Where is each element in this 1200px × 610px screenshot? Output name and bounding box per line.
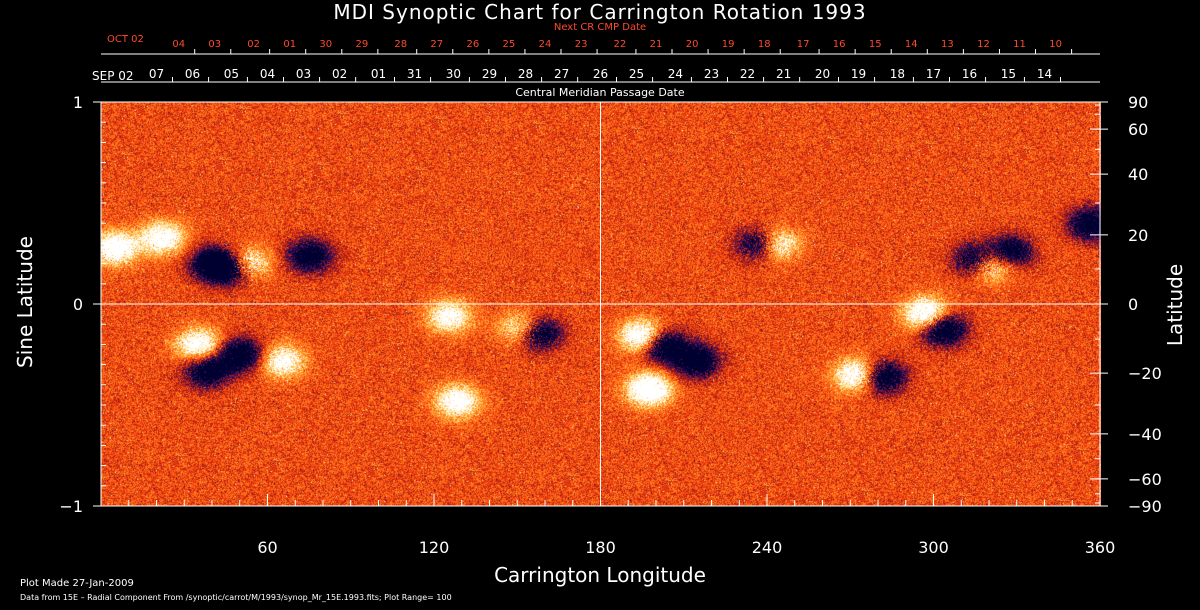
x-tick-label: 300 [918, 538, 949, 557]
next-cr-date-label: 27 [430, 39, 443, 50]
cmp-date-label: 16 [962, 67, 977, 81]
next-cr-date-label: 30 [319, 39, 332, 50]
cmp-date-label: 27 [554, 67, 569, 81]
cmp-date-label: 22 [740, 67, 755, 81]
cmp-month-label: SEP 02 [92, 69, 134, 83]
next-cr-date-label: 14 [905, 39, 918, 50]
x-axis-label: Carrington Longitude [494, 563, 706, 587]
right-tick-label: 40 [1128, 165, 1148, 184]
cmp-date-label: 18 [890, 67, 905, 81]
left-tick-label: 0 [73, 295, 83, 314]
next-cr-month-label: OCT 02 [107, 34, 144, 45]
next-cr-date-label: 03 [208, 39, 221, 50]
next-cr-date-label: 21 [650, 39, 663, 50]
next-cr-date-label: 24 [539, 39, 552, 50]
right-tick-label: −60 [1128, 470, 1162, 489]
next-cr-date-label: 16 [833, 39, 846, 50]
next-cr-date-label: 10 [1049, 39, 1062, 50]
cmp-date-label: 05 [224, 67, 239, 81]
cmp-date-label: 30 [446, 67, 461, 81]
x-tick-label: 180 [585, 538, 616, 557]
next-cr-date-label: 18 [758, 39, 771, 50]
cmp-date-label: 25 [629, 67, 644, 81]
data-source-note: Data from 15E – Radial Component From /s… [20, 593, 452, 602]
right-tick-label: 20 [1128, 226, 1148, 245]
next-cr-date-label: 01 [283, 39, 296, 50]
next-cr-date-label: 22 [614, 39, 627, 50]
cmp-date-label: 26 [593, 67, 608, 81]
next-cr-date-label: 12 [977, 39, 990, 50]
next-cr-date-label: 25 [503, 39, 516, 50]
cmp-date-label: 14 [1037, 67, 1052, 81]
cmp-date-label: 17 [926, 67, 941, 81]
y-axis-label-right: Latitude [1163, 263, 1187, 347]
next-cr-date-label: 02 [247, 39, 260, 50]
cmp-date-label: 31 [407, 67, 422, 81]
chart-title: MDI Synoptic Chart for Carrington Rotati… [333, 0, 867, 24]
y-axis-label-left: Sine Latitude [13, 236, 37, 368]
next-cr-date-label: 17 [797, 39, 810, 50]
right-tick-label: 90 [1128, 93, 1148, 112]
cmp-date-label: 29 [482, 67, 497, 81]
next-cr-date-label: 19 [722, 39, 735, 50]
next-cr-date-label: 29 [355, 39, 368, 50]
cmp-date-label: 20 [815, 67, 830, 81]
left-tick-label: −1 [59, 497, 83, 516]
cmp-date-label: 21 [776, 67, 791, 81]
cmp-date-label: Central Meridian Passage Date [515, 86, 685, 99]
x-tick-label: 240 [752, 538, 783, 557]
x-tick-label: 60 [257, 538, 277, 557]
right-tick-label: 0 [1128, 295, 1138, 314]
next-cr-date-label: 26 [466, 39, 479, 50]
cmp-date-label: 23 [704, 67, 719, 81]
cmp-date-label: 19 [851, 67, 866, 81]
cmp-date-label: 28 [518, 67, 533, 81]
left-tick-label: 1 [73, 93, 83, 112]
next-cr-date-label: 15 [869, 39, 882, 50]
cmp-date-label: 04 [260, 67, 275, 81]
next-cr-cmp-label: Next CR CMP Date [553, 22, 647, 33]
cmp-date-label: 15 [1001, 67, 1016, 81]
next-cr-date-label: 13 [941, 39, 954, 50]
next-cr-date-label: 28 [394, 39, 407, 50]
x-tick-label: 120 [419, 538, 450, 557]
next-cr-date-label: 20 [686, 39, 699, 50]
next-cr-date-label: 04 [172, 39, 185, 50]
next-cr-date-label: 11 [1013, 39, 1026, 50]
cmp-date-label: 24 [668, 67, 683, 81]
cmp-date-label: 06 [185, 67, 200, 81]
cmp-date-label: 07 [149, 67, 164, 81]
cmp-date-label: 01 [371, 67, 386, 81]
right-tick-label: −20 [1128, 364, 1162, 383]
right-tick-label: 60 [1128, 120, 1148, 139]
cmp-date-label: 03 [296, 67, 311, 81]
next-cr-date-label: 23 [575, 39, 588, 50]
right-tick-label: −40 [1128, 425, 1162, 444]
x-tick-label: 360 [1085, 538, 1116, 557]
plot-made-note: Plot Made 27-Jan-2009 [20, 578, 134, 589]
cmp-date-label: 02 [332, 67, 347, 81]
right-tick-label: −90 [1128, 497, 1162, 516]
